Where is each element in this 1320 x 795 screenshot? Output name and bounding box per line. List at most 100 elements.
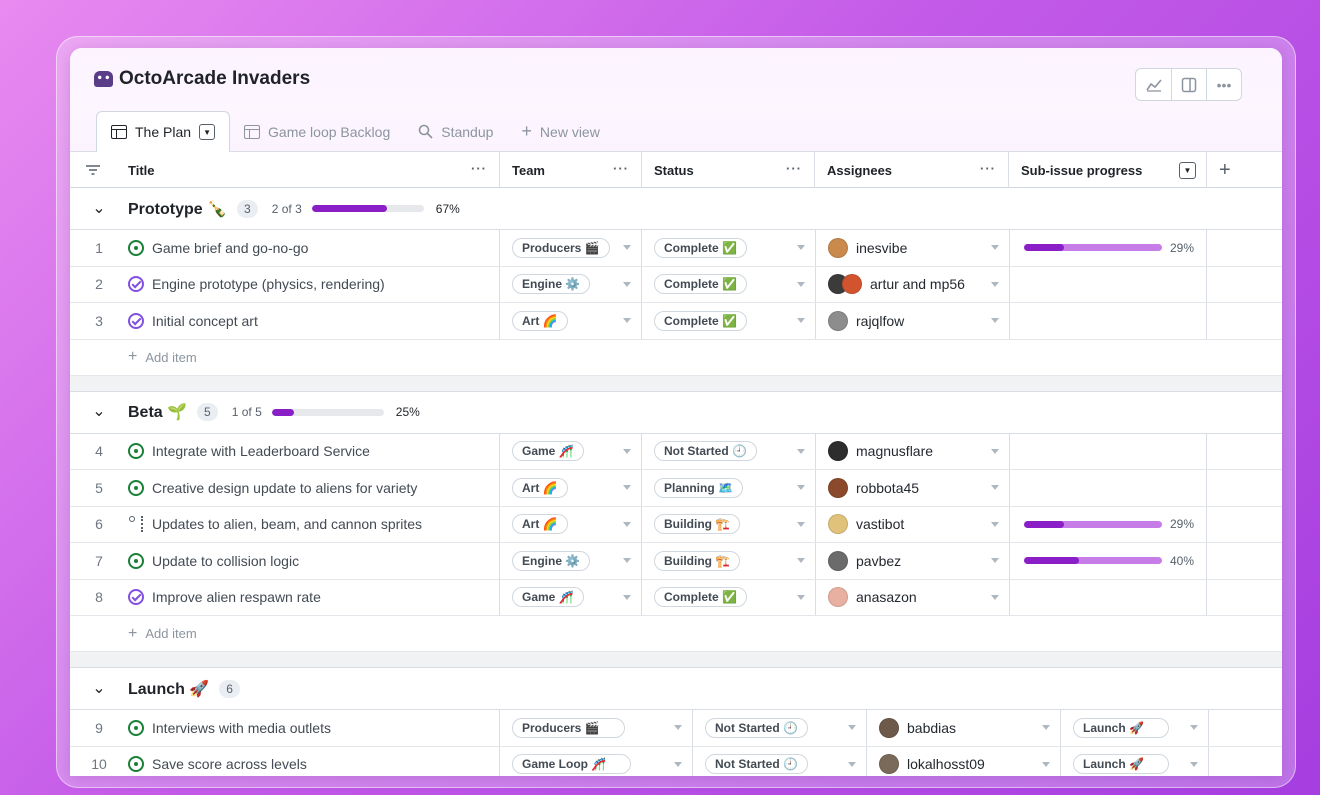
dropdown-caret-icon[interactable] [623, 318, 631, 323]
chevron-down-icon[interactable]: ⌄ [92, 403, 106, 420]
status-cell[interactable]: Not Started 🕘 [693, 746, 867, 776]
insights-chart-icon[interactable] [1136, 69, 1171, 100]
milestone-cell[interactable]: Launch 🚀 [1061, 710, 1209, 746]
dropdown-caret-icon[interactable] [797, 318, 805, 323]
team-cell[interactable]: Game 🎢 [500, 433, 642, 469]
view-options-caret-icon[interactable]: ▼ [199, 124, 216, 140]
team-cell[interactable]: Art 🌈 [500, 303, 642, 339]
sub-issue-progress-cell[interactable]: 40% [1010, 543, 1207, 579]
team-cell[interactable]: Producers 🎬 [500, 230, 642, 266]
dropdown-caret-icon[interactable] [991, 485, 999, 490]
more-options-icon[interactable]: ••• [1206, 69, 1241, 100]
status-cell[interactable]: Complete ✅ [642, 230, 816, 266]
status-cell[interactable]: Not Started 🕘 [642, 433, 816, 469]
tab-standup[interactable]: Standup [404, 111, 507, 152]
title-cell[interactable]: Game brief and go-no-go [128, 230, 500, 266]
issue-title[interactable]: Save score across levels [152, 756, 307, 773]
dropdown-caret-icon[interactable] [1042, 725, 1050, 730]
column-menu-icon[interactable]: ··· [613, 161, 629, 176]
team-cell[interactable]: Engine ⚙️ [500, 266, 642, 302]
assignees-cell[interactable]: vastibot [816, 506, 1010, 542]
column-header-sub-issue-progress[interactable]: Sub-issue progress ▼ [1009, 152, 1207, 188]
table-row[interactable]: 4 Integrate with Leaderboard Service Game … [70, 433, 1282, 470]
sub-issue-progress-cell[interactable] [1010, 303, 1207, 339]
issue-title[interactable]: Initial concept art [152, 312, 258, 329]
dropdown-caret-icon[interactable] [991, 594, 999, 600]
sub-issue-progress-cell[interactable]: 29% [1010, 506, 1207, 542]
tab-the-plan[interactable]: The Plan ▼ [96, 111, 231, 153]
dropdown-caret-icon[interactable] [623, 448, 631, 454]
sub-issue-progress-cell[interactable]: 29% [1010, 230, 1207, 266]
team-cell[interactable]: Art 🌈 [500, 470, 642, 506]
sub-issue-progress-cell[interactable] [1010, 470, 1207, 506]
title-cell[interactable]: Engine prototype (physics, rendering) [128, 266, 500, 302]
dropdown-caret-icon[interactable] [1190, 761, 1198, 767]
status-cell[interactable]: Planning 🗺️ [642, 470, 816, 506]
dropdown-caret-icon[interactable] [674, 725, 682, 730]
status-cell[interactable]: Complete ✅ [642, 579, 816, 615]
table-row[interactable]: 3 Initial concept art Art 🌈 Complete ✅ rajql… [70, 303, 1282, 340]
table-row[interactable]: 2 Engine prototype (physics, rendering) En… [70, 266, 1282, 303]
dropdown-caret-icon[interactable] [623, 558, 631, 563]
table-row[interactable]: 1 Game brief and go-no-go Producers 🎬 Compl… [70, 230, 1282, 267]
dropdown-caret-icon[interactable] [848, 725, 856, 730]
status-cell[interactable]: Not Started 🕘 [693, 710, 867, 746]
table-row[interactable]: 5 Creative design update to aliens for va… [70, 470, 1282, 507]
title-cell[interactable]: Initial concept art [128, 303, 500, 339]
dropdown-caret-icon[interactable] [623, 485, 631, 490]
issue-title[interactable]: Game brief and go-no-go [152, 239, 309, 256]
title-cell[interactable]: Updates to alien, beam, and cannon sprit… [128, 506, 500, 542]
add-field-button[interactable]: + [1219, 158, 1231, 181]
tab-new-view[interactable]: + New view [507, 111, 613, 152]
column-header-title[interactable]: Title ··· [116, 152, 500, 188]
status-cell[interactable]: Complete ✅ [642, 266, 816, 302]
issue-title[interactable]: Integrate with Leaderboard Service [152, 443, 370, 460]
chevron-down-icon[interactable]: ⌄ [92, 679, 106, 697]
add-item-button[interactable]: + Add item [70, 339, 1282, 376]
dropdown-caret-icon[interactable] [991, 245, 999, 250]
dropdown-caret-icon[interactable] [797, 558, 805, 563]
sub-issue-progress-cell[interactable] [1010, 266, 1207, 302]
dropdown-caret-icon[interactable] [991, 281, 999, 287]
dropdown-caret-icon[interactable] [674, 761, 682, 767]
dropdown-caret-icon[interactable] [1190, 725, 1198, 730]
assignees-cell[interactable]: rajqlfow [816, 303, 1010, 339]
team-cell[interactable]: Producers 🎬 [500, 710, 693, 746]
assignees-cell[interactable]: robbota45 [816, 470, 1010, 506]
table-row[interactable]: 8 Improve alien respawn rate Game 🎢 Complet… [70, 579, 1282, 616]
chevron-down-icon[interactable]: ⌄ [92, 199, 106, 217]
dropdown-caret-icon[interactable] [991, 318, 999, 323]
title-cell[interactable]: Interviews with media outlets [128, 710, 500, 746]
dropdown-caret-icon[interactable] [623, 594, 631, 600]
table-row[interactable]: 6 Updates to alien, beam, and cannon spri… [70, 506, 1282, 543]
column-menu-icon[interactable]: ··· [786, 161, 802, 176]
table-row[interactable]: 10 Save score across levels Game Loop 🎢 Not… [70, 746, 1282, 776]
sort-caret-icon[interactable]: ▼ [1179, 162, 1196, 179]
title-cell[interactable]: Update to collision logic [128, 543, 500, 579]
dropdown-caret-icon[interactable] [797, 245, 805, 250]
team-cell[interactable]: Art 🌈 [500, 506, 642, 542]
milestone-cell[interactable]: Launch 🚀 [1061, 746, 1209, 776]
dropdown-caret-icon[interactable] [623, 245, 631, 250]
group-header[interactable]: ⌄ Beta 🌱 5 1 of 5 25% [70, 391, 1282, 434]
dropdown-caret-icon[interactable] [1042, 761, 1050, 767]
team-cell[interactable]: Game Loop 🎢 [500, 746, 693, 776]
filter-icon[interactable] [70, 152, 116, 188]
column-header-team[interactable]: Team ··· [500, 152, 642, 188]
team-cell[interactable]: Game 🎢 [500, 579, 642, 615]
dropdown-caret-icon[interactable] [991, 558, 999, 563]
assignees-cell[interactable]: lokalhosst09 [867, 746, 1061, 776]
title-cell[interactable]: Improve alien respawn rate [128, 579, 500, 615]
dropdown-caret-icon[interactable] [797, 281, 805, 287]
team-cell[interactable]: Engine ⚙️ [500, 543, 642, 579]
status-cell[interactable]: Building 🏗️ [642, 543, 816, 579]
dropdown-caret-icon[interactable] [797, 448, 805, 454]
column-header-status[interactable]: Status ··· [642, 152, 815, 188]
table-row[interactable]: 7 Update to collision logic Engine ⚙️ Build… [70, 543, 1282, 580]
tab-game-loop-backlog[interactable]: Game loop Backlog [230, 111, 404, 152]
dropdown-caret-icon[interactable] [797, 521, 805, 527]
assignees-cell[interactable]: babdias [867, 710, 1061, 746]
table-row[interactable]: 9 Interviews with media outlets Producers … [70, 710, 1282, 747]
assignees-cell[interactable]: pavbez [816, 543, 1010, 579]
title-cell[interactable]: Integrate with Leaderboard Service [128, 433, 500, 469]
